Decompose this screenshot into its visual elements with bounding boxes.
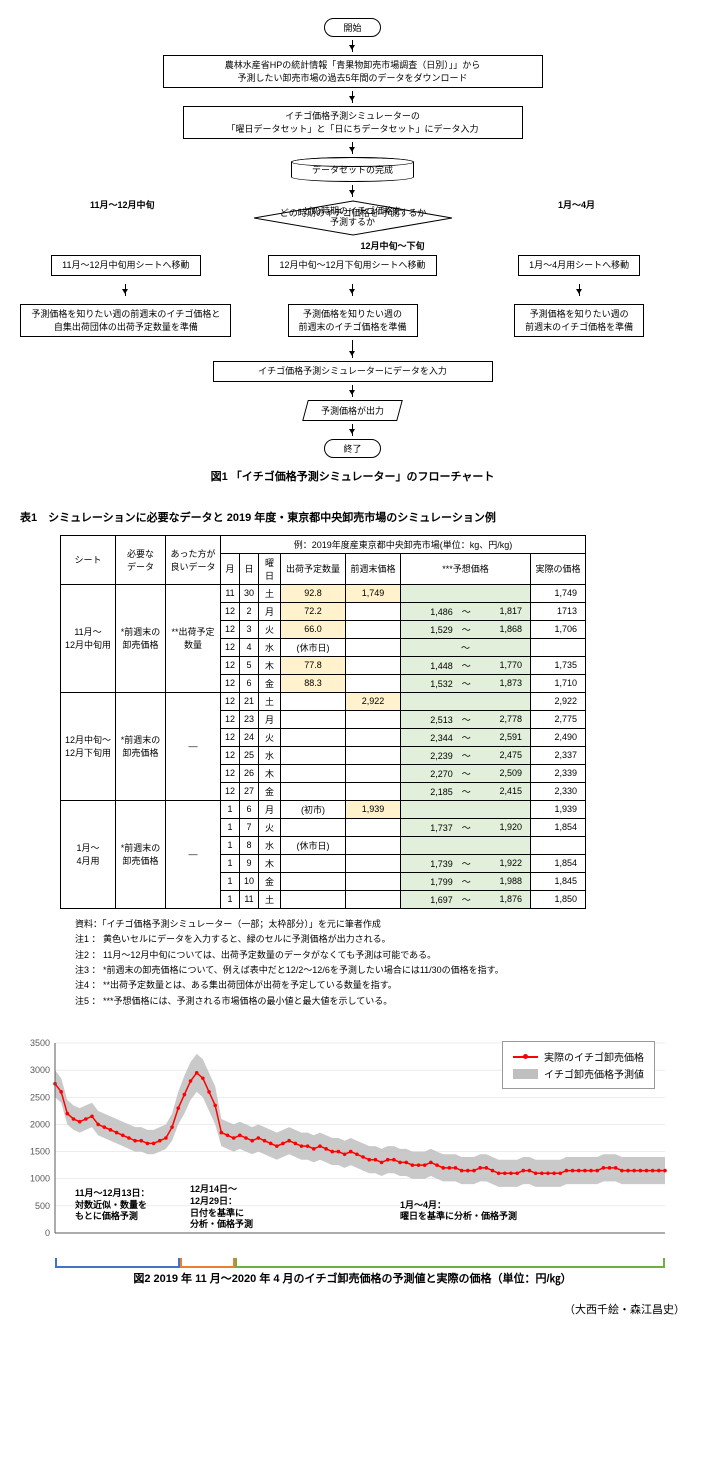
svg-text:3000: 3000 <box>30 1065 50 1075</box>
fc-left2: 予測価格を知りたい週の前週末のイチゴ価格と 自集出荷団体の出荷予定数量を準備 <box>20 304 231 337</box>
annot3: 1月～4月： 曜日を基準に分析・価格予測 <box>400 1200 517 1223</box>
fc-left1: 11月～12月中旬用シートへ移動 <box>51 255 200 276</box>
svg-text:1000: 1000 <box>30 1174 50 1184</box>
price-chart: 0 500 1000 1500 2000 2500 3000 3500 実際のイチゴ卸売価格 … <box>20 1033 685 1253</box>
flowchart-figure: 開始 農林水産省HPの統計情報「青果物卸売市場調査（日別）」」から 予測したい卸… <box>20 18 685 484</box>
chart-legend: 実際のイチゴ卸売価格 イチゴ卸売価格予測値 <box>502 1041 655 1089</box>
simulation-table: シート 必要な データ あった方が 良いデータ 例：2019年度産東京都中央卸売… <box>60 535 586 909</box>
period-bar <box>55 1258 665 1268</box>
table-notes: 資料：「イチゴ価格予測シミュレーター（一部；太枠部分）」を元に筆者作成注1 ： … <box>75 917 685 1008</box>
svg-text:1500: 1500 <box>30 1147 50 1157</box>
authors: （大西千絵・森江昌史） <box>20 1301 685 1317</box>
fc-step2: イチゴ価格予測シミュレーターの 「曜日データセット」と「日にちデータセット」にデ… <box>183 106 523 139</box>
svg-text:0: 0 <box>45 1228 50 1238</box>
fc-step5: 予測価格が出力 <box>302 400 403 421</box>
fc-mid1: 12月中旬～12月下旬用シートへ移動 <box>268 255 436 276</box>
fig2-caption: 図2 2019 年 11 月～2020 年 4 月のイチゴ卸売価格の予測値と実際… <box>20 1270 685 1286</box>
table1-caption: 表1 シミュレーションに必要なデータと 2019 年度・東京都中央卸売市場のシミ… <box>20 509 685 525</box>
svg-text:3500: 3500 <box>30 1038 50 1048</box>
fc-right1: 1月～4月用シートへ移動 <box>518 255 640 276</box>
fc-start: 開始 <box>324 18 380 37</box>
fc-decision: どの時期のイチゴ価格を 予測するか <box>253 206 453 228</box>
fc-step4: イチゴ価格予測シミュレーターにデータを入力 <box>213 361 493 382</box>
fig1-caption: 図1 「イチゴ価格予測シミュレーター」のフローチャート <box>20 468 685 484</box>
fc-step3: データセットの完成 <box>291 157 414 182</box>
svg-text:2500: 2500 <box>30 1092 50 1102</box>
svg-text:500: 500 <box>35 1201 50 1211</box>
annot1: 11月～12月13日： 対数近似・数量を もとに価格予測 <box>75 1188 150 1223</box>
fc-mid2: 予測価格を知りたい週の 前週末のイチゴ価格を準備 <box>288 304 418 337</box>
fc-right2: 予測価格を知りたい週の 前週末のイチゴ価格を準備 <box>514 304 644 337</box>
annot2: 12月14日～ 12月29日： 日付を基準に 分析・価格予測 <box>190 1184 253 1231</box>
svg-text:2000: 2000 <box>30 1120 50 1130</box>
fc-end: 終了 <box>324 439 380 458</box>
fc-step1: 農林水産省HPの統計情報「青果物卸売市場調査（日別）」」から 予測したい卸売市場… <box>163 55 543 88</box>
